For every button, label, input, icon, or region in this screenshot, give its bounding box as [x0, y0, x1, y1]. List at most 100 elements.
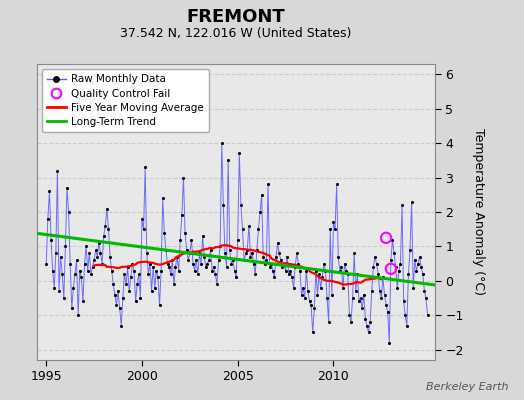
Point	[53, 168, 62, 174]
Point	[248, 250, 256, 256]
Point	[232, 274, 241, 280]
Point	[221, 250, 229, 256]
Point	[101, 222, 110, 229]
Point	[254, 226, 263, 232]
Point	[316, 284, 325, 291]
Point	[329, 219, 337, 226]
Point	[135, 271, 143, 277]
Point	[174, 267, 183, 274]
Point	[388, 236, 397, 243]
Point	[264, 181, 272, 188]
Point	[197, 260, 205, 267]
Point	[95, 240, 103, 246]
Point	[387, 266, 395, 272]
Point	[301, 295, 309, 301]
Point	[157, 267, 166, 274]
Point	[359, 292, 368, 298]
Point	[132, 298, 140, 305]
Point	[289, 284, 298, 291]
Point	[321, 267, 330, 274]
Point	[224, 157, 232, 164]
Point	[52, 250, 60, 256]
Point	[213, 281, 221, 288]
Point	[176, 236, 184, 243]
Point	[83, 267, 92, 274]
Point	[337, 264, 346, 270]
Point	[58, 271, 67, 277]
Point	[235, 150, 244, 157]
Point	[249, 260, 258, 267]
Point	[245, 222, 253, 229]
Point	[168, 257, 177, 263]
Point	[216, 243, 224, 250]
Point	[227, 260, 235, 267]
Point	[149, 264, 157, 270]
Point	[251, 271, 259, 277]
Point	[305, 298, 314, 305]
Point	[55, 288, 63, 294]
Point	[266, 264, 274, 270]
Point	[422, 295, 430, 301]
Point	[152, 267, 160, 274]
Legend: Raw Monthly Data, Quality Control Fail, Five Year Moving Average, Long-Term Tren: Raw Monthly Data, Quality Control Fail, …	[42, 69, 209, 132]
Point	[419, 271, 427, 277]
Point	[288, 274, 296, 280]
Point	[243, 247, 252, 253]
Point	[202, 264, 210, 270]
Point	[344, 271, 352, 277]
Point	[112, 302, 121, 308]
Point	[299, 284, 308, 291]
Point	[114, 288, 122, 294]
Point	[182, 247, 191, 253]
Point	[409, 284, 418, 291]
Point	[222, 264, 231, 270]
Point	[120, 271, 128, 277]
Point	[414, 260, 422, 267]
Point	[146, 260, 154, 267]
Point	[117, 322, 125, 329]
Point	[45, 188, 53, 194]
Point	[115, 305, 124, 312]
Point	[399, 298, 408, 305]
Point	[315, 271, 323, 277]
Point	[173, 254, 181, 260]
Point	[57, 254, 65, 260]
Point	[87, 271, 95, 277]
Point	[194, 271, 202, 277]
Point	[275, 250, 283, 256]
Point	[162, 247, 170, 253]
Point	[259, 254, 267, 260]
Point	[214, 257, 223, 263]
Point	[93, 254, 102, 260]
Point	[369, 264, 377, 270]
Point	[208, 267, 216, 274]
Point	[278, 264, 287, 270]
Point	[420, 288, 429, 294]
Point	[43, 216, 52, 222]
Point	[178, 212, 186, 219]
Point	[371, 254, 379, 260]
Point	[331, 226, 339, 232]
Point	[63, 185, 71, 191]
Point	[159, 195, 167, 202]
Point	[339, 284, 347, 291]
Point	[347, 319, 355, 325]
Point	[272, 254, 280, 260]
Point	[69, 284, 78, 291]
Point	[404, 271, 412, 277]
Point	[181, 230, 189, 236]
Point	[356, 295, 365, 301]
Point	[79, 298, 87, 305]
Point	[238, 226, 247, 232]
Point	[77, 274, 85, 280]
Point	[294, 260, 302, 267]
Point	[391, 264, 400, 270]
Point	[189, 260, 197, 267]
Point	[98, 260, 106, 267]
Point	[398, 202, 406, 208]
Point	[66, 260, 74, 267]
Point	[312, 267, 320, 274]
Point	[358, 305, 366, 312]
Point	[68, 305, 76, 312]
Point	[48, 267, 57, 274]
